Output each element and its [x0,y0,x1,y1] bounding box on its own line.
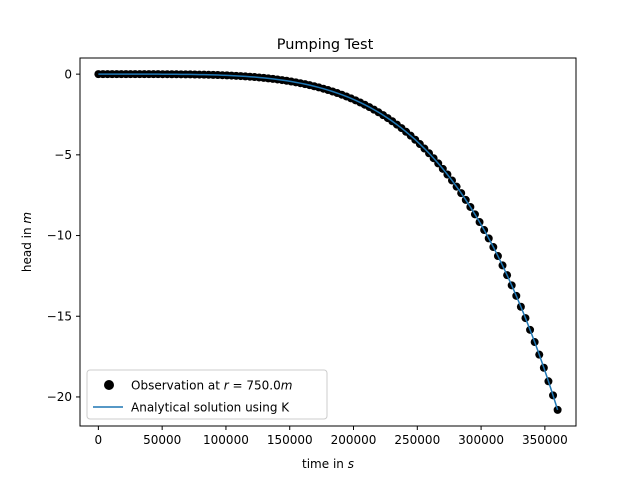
x-tick-label: 100000 [203,433,249,447]
legend-label-observation-prefix: Observation at [131,379,224,393]
legend-box [86,369,328,420]
legend-marker-observation [104,380,114,390]
y-tick-label: 0 [64,67,72,81]
y-axis-label: head in m [20,212,34,272]
chart-title: Pumping Test [277,37,374,53]
legend: Observation at r = 750.0m Analytical sol… [86,369,328,420]
x-axis-ticks: 0 50000 100000 150000 200000 250000 300000 3500… [95,426,568,447]
marks-layer [94,70,562,414]
x-tick-label: 250000 [394,433,440,447]
y-tick-label: −5 [54,148,72,162]
y-tick-label: −10 [47,229,72,243]
y-axis-label-unit: m [20,212,34,224]
plot-area-frame [79,57,577,427]
x-tick-label: 200000 [331,433,377,447]
x-axis-label: time in s [302,457,354,471]
series-line-analytical [98,73,559,411]
legend-label-observation: Observation at r = 750.0m [131,379,292,393]
legend-label-observation-math: r = 750.0m [224,379,293,393]
x-tick-label: 50000 [143,433,181,447]
x-axis-label-unit: s [348,457,354,471]
x-axis-label-text: time in [302,457,348,471]
x-tick-label: 0 [95,433,103,447]
legend-label-analytical: Analytical solution using K [131,401,290,415]
x-tick-label: 300000 [458,433,504,447]
x-tick-label: 150000 [267,433,313,447]
x-tick-label: 350000 [522,433,568,447]
y-tick-label: −20 [47,390,72,404]
y-axis-label-text: head in [20,224,34,273]
y-tick-label: −15 [47,309,72,323]
y-axis-ticks: 0 −5 −10 −15 −20 [47,67,80,404]
